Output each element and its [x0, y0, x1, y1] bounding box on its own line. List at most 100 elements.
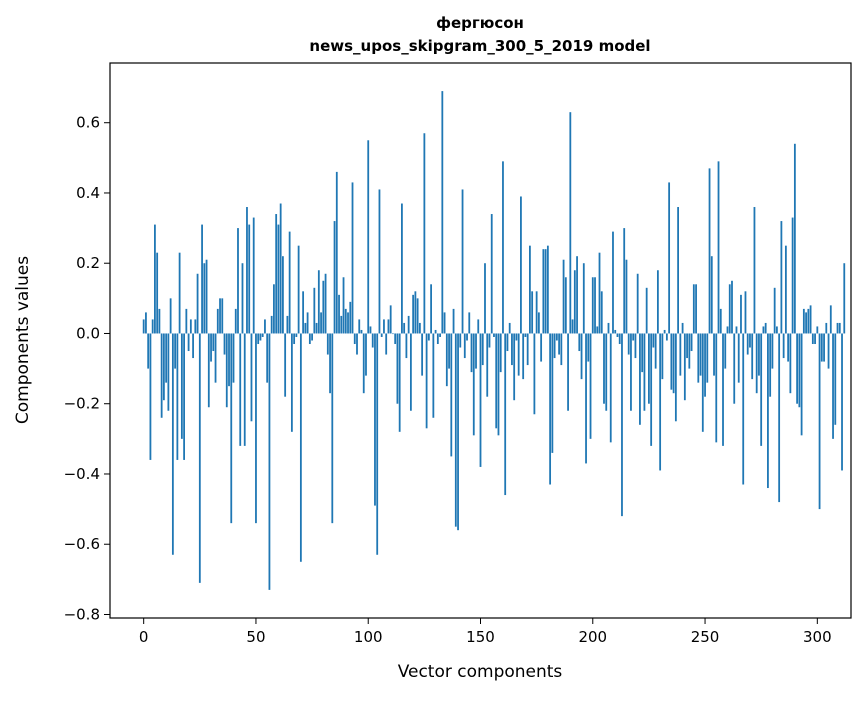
bar — [596, 326, 599, 334]
bar — [659, 333, 662, 471]
bar — [753, 207, 756, 334]
bar — [266, 333, 269, 383]
bar — [710, 256, 713, 334]
bar — [836, 322, 839, 334]
bar — [490, 214, 493, 334]
bar — [398, 333, 401, 432]
bar — [293, 333, 296, 345]
x-tick-label: 200 — [578, 628, 607, 646]
bar — [551, 333, 554, 453]
bar — [672, 333, 675, 394]
bar — [605, 333, 608, 411]
bar — [425, 333, 428, 429]
bar — [582, 263, 585, 334]
bar — [347, 312, 349, 334]
bar — [520, 196, 522, 334]
bar — [755, 333, 758, 394]
bar — [562, 259, 565, 334]
bar — [841, 333, 843, 471]
bar — [686, 333, 688, 359]
bar — [749, 333, 751, 348]
chart-title-line2: news_upos_skipgram_300_5_2019 model — [309, 37, 650, 55]
bar — [713, 333, 715, 376]
bar — [632, 333, 635, 341]
bar — [726, 326, 729, 334]
bar — [742, 333, 745, 485]
bar — [225, 333, 228, 408]
bar — [535, 291, 538, 334]
bar — [591, 277, 594, 334]
bar — [825, 322, 828, 334]
bar — [230, 333, 233, 524]
bar — [639, 333, 641, 425]
bar — [331, 333, 334, 524]
bar — [286, 315, 289, 334]
bar — [358, 319, 361, 334]
bar — [578, 333, 581, 352]
bar — [333, 221, 336, 334]
bar — [221, 298, 224, 334]
bar — [504, 333, 507, 496]
bar — [609, 333, 612, 443]
bar — [818, 333, 821, 510]
bar — [728, 284, 731, 334]
bar — [187, 333, 190, 352]
bar — [807, 308, 810, 334]
bar — [228, 333, 230, 387]
bar — [165, 333, 168, 383]
bar — [502, 161, 504, 334]
bar — [147, 333, 150, 369]
bar — [275, 214, 278, 334]
bar — [760, 333, 763, 446]
bar — [205, 259, 208, 334]
bar — [665, 333, 668, 341]
bar — [740, 294, 742, 334]
bar — [787, 333, 790, 362]
bar — [524, 333, 527, 337]
bar — [234, 308, 237, 334]
bar — [767, 333, 769, 489]
bar — [167, 333, 170, 411]
bar — [178, 252, 181, 334]
bar — [683, 333, 686, 401]
bar — [448, 333, 450, 369]
bar — [832, 333, 834, 439]
bar — [443, 312, 446, 334]
bar — [735, 326, 738, 334]
bar — [661, 333, 664, 380]
bar — [511, 333, 513, 366]
x-axis-label: Vector components — [398, 662, 563, 682]
bar — [576, 256, 578, 334]
bar — [634, 333, 637, 359]
bar — [315, 322, 318, 334]
bar — [679, 333, 682, 376]
bar — [650, 333, 653, 446]
y-tick-label: 0.0 — [76, 324, 100, 342]
bar — [452, 308, 455, 334]
bar — [618, 333, 621, 345]
bar — [219, 298, 221, 334]
bar — [814, 333, 816, 345]
bar — [380, 333, 383, 337]
bar — [488, 333, 491, 348]
bar — [701, 333, 704, 432]
bar — [405, 333, 408, 359]
bar — [625, 259, 628, 334]
bar — [385, 333, 388, 355]
bar — [427, 333, 430, 341]
bar — [250, 333, 253, 422]
bar — [445, 333, 448, 387]
y-axis-label: Components values — [13, 256, 33, 424]
bar — [329, 333, 331, 394]
bar — [585, 333, 587, 464]
bar — [778, 333, 781, 503]
bar — [829, 305, 832, 334]
bar — [802, 308, 805, 334]
bar — [259, 333, 262, 341]
bar — [243, 333, 246, 446]
bar — [731, 280, 733, 334]
bar — [746, 333, 749, 355]
bar — [558, 333, 560, 355]
bar — [758, 333, 760, 376]
